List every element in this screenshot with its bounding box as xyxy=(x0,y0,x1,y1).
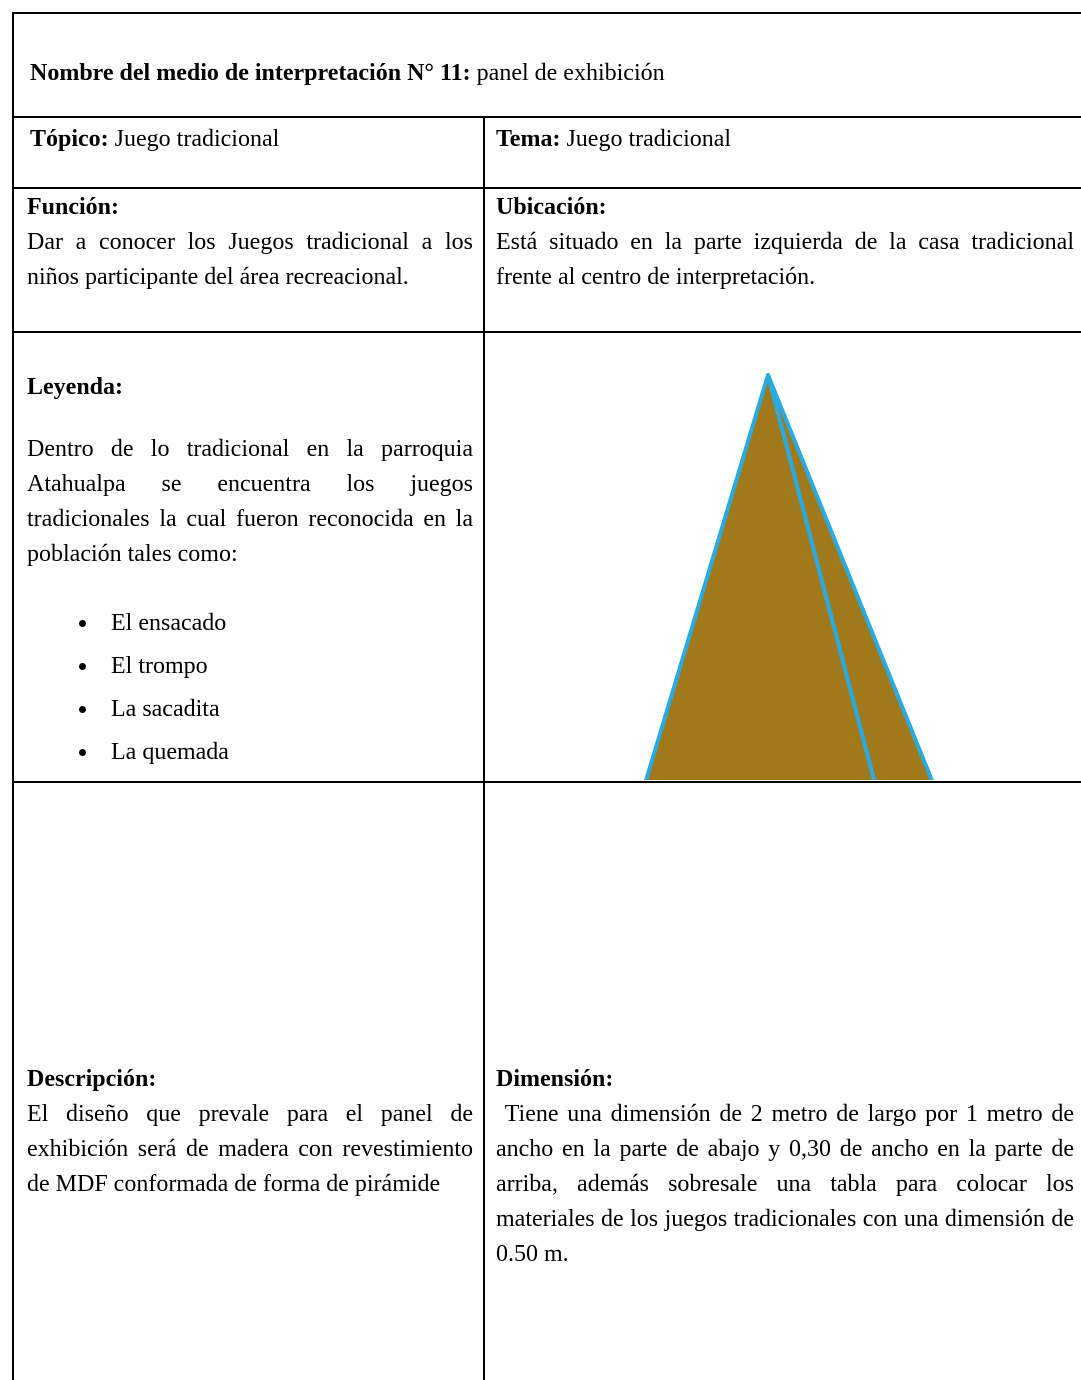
list-item: La sacadita xyxy=(99,688,473,731)
ubicacion-cell: Ubicación: Está situado en la parte izqu… xyxy=(496,190,1074,295)
border xyxy=(483,116,485,1380)
dimension-cell: Dimensión: Tiene una dimensión de 2 metr… xyxy=(496,1062,1074,1272)
tema-label: Tema: xyxy=(496,126,561,152)
list-item: La quemada xyxy=(99,731,473,774)
border xyxy=(13,187,1081,189)
border xyxy=(13,781,1081,783)
leyenda-text: Dentro de lo tradicional en la parroquia… xyxy=(27,436,473,567)
funcion-text: Dar a conocer los Juegos tradicional a l… xyxy=(27,229,473,290)
funcion-cell: Función: Dar a conocer los Juegos tradic… xyxy=(27,190,473,295)
leyenda-cell: Leyenda: Dentro de lo tradicional en la … xyxy=(27,370,473,774)
leyenda-list: El ensacado El trompo La sacadita La que… xyxy=(27,602,473,774)
list-item: El ensacado xyxy=(99,602,473,645)
dimension-label: Dimensión: xyxy=(496,1066,614,1092)
leyenda-label: Leyenda: xyxy=(27,374,123,400)
pyramid-panel-illustration xyxy=(644,373,934,780)
funcion-label: Función: xyxy=(27,194,120,220)
border xyxy=(13,331,1081,333)
header-cell: Nombre del medio de interpretación N° 11… xyxy=(30,56,1070,91)
descripcion-label: Descripción: xyxy=(27,1066,157,1092)
descripcion-cell: Descripción: El diseño que prevale para … xyxy=(27,1062,473,1202)
header-text: panel de exhibición xyxy=(470,60,665,86)
ubicacion-label: Ubicación: xyxy=(496,194,607,220)
topico-cell: Tópico: Juego tradicional xyxy=(30,122,470,157)
topico-label: Tópico: xyxy=(30,126,109,152)
descripcion-text: El diseño que prevale para el panel de e… xyxy=(27,1101,473,1197)
border xyxy=(13,116,1081,118)
dimension-text: Tiene una dimensión de 2 metro de largo … xyxy=(496,1101,1080,1267)
ubicacion-text: Está situado en la parte izquierda de la… xyxy=(496,229,1074,290)
border xyxy=(12,12,14,1380)
list-item: El trompo xyxy=(99,645,473,688)
header-label: Nombre del medio de interpretación N° 11… xyxy=(30,60,471,86)
tema-text: Juego tradicional xyxy=(560,126,732,152)
border xyxy=(13,12,1081,14)
topico-text: Juego tradicional xyxy=(108,126,280,152)
tema-cell: Tema: Juego tradicional xyxy=(496,122,1071,157)
